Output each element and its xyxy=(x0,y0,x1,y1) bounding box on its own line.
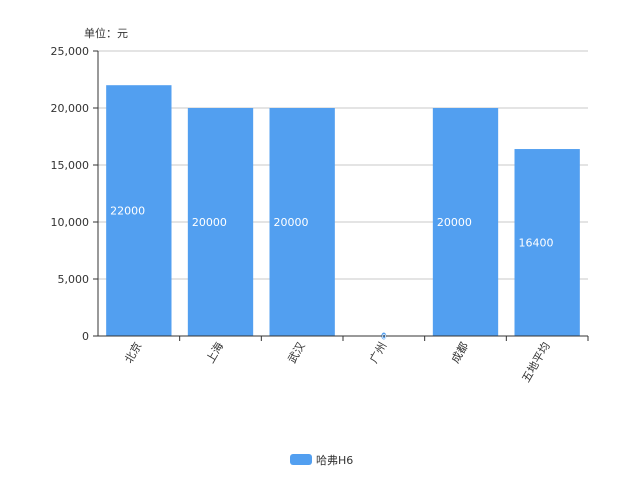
data-label: 20000 xyxy=(437,216,472,229)
x-category-label: 武汉 xyxy=(286,340,308,366)
x-category-label: 广州 xyxy=(367,340,389,366)
bar[interactable] xyxy=(106,85,172,336)
bar[interactable] xyxy=(269,108,335,336)
x-category-label: 五地平均 xyxy=(520,340,553,385)
bar[interactable] xyxy=(514,149,580,336)
data-label: 20000 xyxy=(274,216,309,229)
x-category-label: 成都 xyxy=(449,340,471,366)
y-tick-label: 5,000 xyxy=(58,273,90,286)
x-category-label: 北京 xyxy=(121,340,144,366)
y-tick-label: 25,000 xyxy=(51,45,90,58)
x-category-label: 上海 xyxy=(203,340,226,366)
axes xyxy=(93,50,589,341)
y-tick-label: 15,000 xyxy=(51,159,90,172)
legend-swatch[interactable] xyxy=(290,454,312,465)
bar-series xyxy=(106,85,580,341)
data-label: 20000 xyxy=(192,216,227,229)
legend[interactable]: 哈弗H6 xyxy=(290,453,353,467)
labels: 0 5,000 10,000 15,000 20,000 25,000 22000 北京 200… xyxy=(51,45,554,385)
data-label: 0 xyxy=(382,333,386,341)
data-label: 22000 xyxy=(110,205,145,218)
y-tick-label: 20,000 xyxy=(51,102,90,115)
grid-lines xyxy=(98,50,588,280)
bar[interactable] xyxy=(432,108,499,336)
y-tick-label: 10,000 xyxy=(51,216,90,229)
bar[interactable] xyxy=(187,108,254,336)
legend-label[interactable]: 哈弗H6 xyxy=(316,453,353,467)
y-tick-label: 0 xyxy=(82,330,89,343)
data-label: 16400 xyxy=(519,237,554,250)
unit-label: 单位：元 xyxy=(84,26,128,40)
